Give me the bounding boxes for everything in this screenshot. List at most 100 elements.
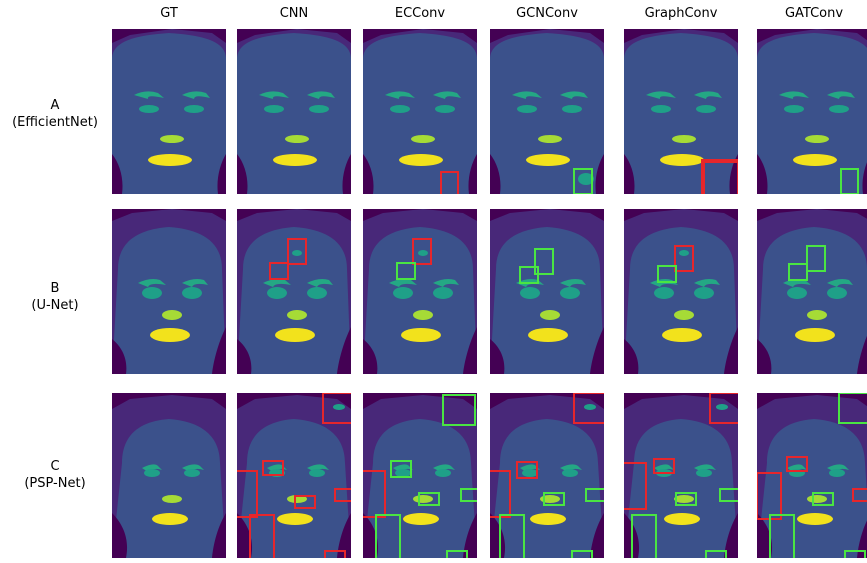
correct-highlight-box-7	[705, 550, 727, 558]
error-highlight-box-1	[701, 159, 738, 194]
nose-region	[162, 310, 182, 320]
face-region	[757, 33, 867, 194]
eye-region-2	[560, 287, 580, 299]
correct-highlight-box-1	[840, 168, 859, 194]
segmentation-mask	[237, 209, 351, 374]
correct-highlight-box-1	[442, 394, 476, 426]
face-region	[363, 227, 477, 374]
eye-region-1	[522, 469, 538, 477]
error-highlight-box-2	[786, 456, 808, 472]
face-region	[757, 419, 867, 558]
nose-region	[162, 495, 182, 503]
row-label-b: B (U-Net)	[0, 280, 110, 314]
segmentation-panel-b-gcnconv	[490, 209, 604, 374]
eye-region-1	[142, 287, 162, 299]
error-blob-1	[716, 404, 728, 410]
segmentation-panel-b-cnn	[237, 209, 351, 374]
face-region	[624, 33, 738, 194]
nose-region	[807, 495, 827, 503]
eyebrow-region-1	[385, 91, 415, 99]
error-blob-1	[578, 173, 594, 185]
correct-highlight-box-3	[418, 492, 440, 506]
eye-region-2	[829, 469, 845, 477]
nose-region	[674, 495, 694, 503]
correct-highlight-box-6	[375, 514, 401, 558]
segmentation-panel-b-gatconv	[757, 209, 867, 374]
correct-highlight-box-6	[631, 514, 657, 558]
correct-highlight-box-1	[838, 393, 867, 424]
face-region	[490, 33, 604, 194]
segmentation-mask	[490, 209, 604, 374]
error-blob-1	[679, 250, 689, 256]
error-highlight-box-3	[294, 495, 316, 509]
mouth-region	[795, 328, 835, 342]
row-model-name: (EfficientNet)	[12, 115, 98, 130]
mouth-region	[148, 154, 192, 166]
eye-region-2	[307, 287, 327, 299]
row-label-a: A (EfficientNet)	[0, 97, 110, 131]
column-header-gatconv: GATConv	[784, 6, 844, 21]
error-highlight-box-1	[412, 238, 432, 265]
error-highlight-box-2	[516, 461, 538, 479]
mouth-region	[660, 154, 704, 166]
segmentation-panel-b-ecconv	[363, 209, 477, 374]
segmentation-panel-a-cnn	[237, 29, 351, 194]
error-blob-1	[292, 250, 302, 256]
correct-highlight-box-4	[585, 488, 604, 502]
error-highlight-box-1	[440, 171, 459, 194]
correct-highlight-box-7	[844, 550, 866, 558]
row-letter: C	[50, 459, 60, 474]
segmentation-mask	[624, 393, 738, 558]
eye-region-2	[433, 287, 453, 299]
face-region	[363, 33, 477, 194]
neck-background-region	[757, 335, 867, 374]
nose-region	[805, 135, 829, 143]
correct-highlight-box-7	[571, 550, 593, 558]
error-highlight-box-1	[287, 238, 307, 265]
correct-highlight-box-3	[543, 492, 565, 506]
eyebrow-region-1	[389, 279, 417, 287]
eyebrow-region-2	[433, 91, 461, 99]
segmentation-panel-c-gt	[112, 393, 226, 558]
correct-highlight-box-2	[788, 263, 808, 281]
nose-region	[538, 135, 562, 143]
nose-region	[672, 135, 696, 143]
column-header-graphconv: GraphConv	[644, 6, 718, 21]
neck-background-region	[237, 513, 351, 558]
eye-region-2	[182, 287, 202, 299]
eyebrow-region-2	[827, 91, 855, 99]
mouth-region	[530, 513, 566, 525]
segmentation-mask	[237, 393, 351, 558]
eyebrow-region-1	[134, 91, 164, 99]
eye-region-1	[144, 469, 160, 477]
error-highlight-box-1	[709, 393, 738, 424]
face-region	[624, 419, 738, 558]
error-highlight-box-4	[334, 488, 351, 502]
error-highlight-box-5	[237, 470, 258, 518]
segmentation-panel-a-gcnconv	[490, 29, 604, 194]
segmentation-mask	[112, 29, 226, 194]
row-letter: B	[50, 281, 60, 296]
mouth-region	[797, 513, 833, 525]
error-blob-1	[418, 250, 428, 256]
segmentation-mask	[757, 393, 867, 558]
error-highlight-box-1	[674, 245, 694, 272]
row-model-name: (U-Net)	[31, 298, 79, 313]
segmentation-panel-a-graphconv	[624, 29, 738, 194]
error-highlight-box-1	[322, 393, 351, 424]
neck-background-region	[237, 327, 351, 374]
mouth-region	[273, 154, 317, 166]
correct-highlight-box-1	[534, 248, 554, 275]
face-region	[624, 227, 738, 374]
eyebrow-region-2	[694, 91, 722, 99]
row-label-c: C (PSP-Net)	[0, 458, 110, 492]
face-region	[112, 227, 226, 374]
eyebrow-region-2	[182, 279, 208, 287]
segmentation-panel-a-gt	[112, 29, 226, 194]
segmentation-panel-a-gatconv	[757, 29, 867, 194]
nose-region	[807, 310, 827, 320]
segmentation-mask	[624, 209, 738, 374]
mouth-region	[403, 513, 439, 525]
segmentation-panel-c-graphconv	[624, 393, 738, 558]
correct-highlight-box-2	[396, 262, 416, 280]
